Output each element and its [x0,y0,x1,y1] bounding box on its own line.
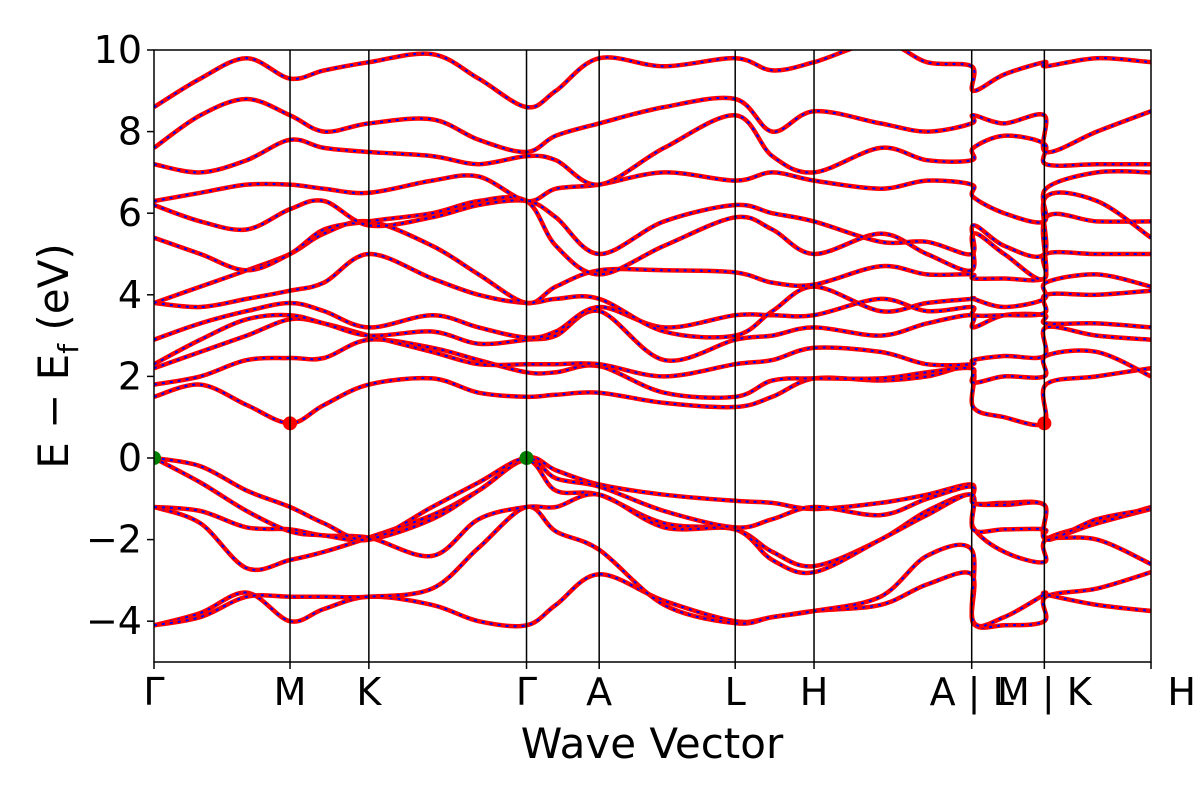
y-tick-label-5: 2 [118,354,142,398]
band-line-dashed-6 [154,456,1151,541]
y-tick-label-3: 6 [118,191,142,235]
y-tick-label-4: 4 [118,273,142,317]
x-axis-label: Wave Vector [521,719,784,768]
y-tick-label-7: −2 [86,518,142,562]
y-tick-label-8: −4 [86,599,142,643]
y-tick-label-2: 8 [118,110,142,154]
vbm-marker-1 [154,451,161,465]
y-tick-label-6: 0 [118,436,142,480]
band-line-18 [154,95,1151,155]
x-tick-label-2: M [274,670,307,714]
y-axis-ticks: 10 8 6 4 2 0 −2 −4 [86,28,154,643]
segment-lines [289,50,1046,662]
band-line-dashed-11 [154,289,1151,341]
band-line-dashed-8 [154,338,1151,399]
band-line-12 [154,251,1151,340]
x-tick-label-9: M | K [997,670,1093,715]
x-tick-label-4: Γ [516,670,537,714]
y-axis-label-main: E − E [29,354,78,469]
x-tick-label-10: H [1167,670,1196,714]
band-line-dashed-1 [154,571,1151,629]
band-line-dashed-18 [154,96,1151,154]
x-tick-label-8: A | L [930,670,1014,715]
y-tick-label-1: 10 [94,28,142,72]
band-line-dashed-19 [154,50,1151,109]
x-tick-label-1: Γ [143,670,164,714]
band-line-dashed-14 [154,196,1151,281]
y-axis-label-subscript: f [52,343,85,354]
band-line-dashed-13 [154,220,1151,305]
x-tick-label-3: K [356,670,382,714]
x-tick-label-5: A [586,670,612,714]
band-line-8 [154,337,1151,401]
x-tick-label-6: L [725,670,746,714]
band-line-13 [154,218,1151,306]
band-line-dashed-4 [154,493,1151,574]
band-line-14 [154,194,1151,282]
x-axis-ticks: Γ M K Γ A L H A | LM | K H [143,662,1196,715]
band-line-dashed-7 [154,366,1151,427]
plot-frame [153,49,1152,663]
band-line-dashed-2 [154,505,1151,627]
band-line-19 [154,50,1151,110]
band-line-dashed-16 [154,170,1151,224]
band-line-dashed-17 [154,114,1151,186]
band-line-dashed-3 [154,458,1151,571]
y-axis-label-units: (eV) [29,243,78,344]
band-line-dashed-15 [154,191,1151,258]
y-axis-label: E − Ef (eV) [29,243,85,469]
x-tick-label-7: H [800,670,829,714]
band-line-16 [154,168,1151,225]
bands-layer [154,50,1151,630]
